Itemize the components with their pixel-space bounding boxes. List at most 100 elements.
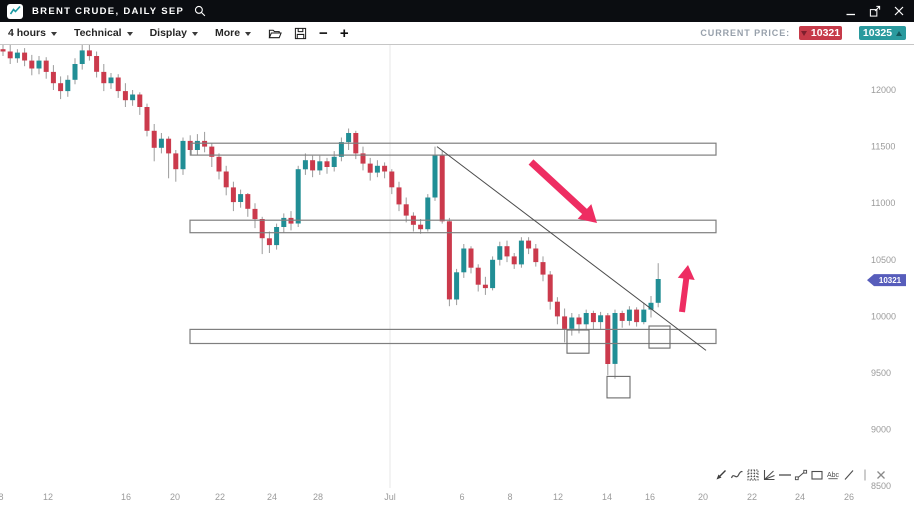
close-tool-icon[interactable] xyxy=(874,467,888,483)
close-button[interactable] xyxy=(894,6,904,16)
candle-body xyxy=(382,165,388,172)
technical-dropdown[interactable]: Technical xyxy=(74,27,133,39)
candle-body xyxy=(338,142,344,157)
candle-body xyxy=(490,259,496,289)
candle-body xyxy=(562,316,568,329)
date-axis-label: 24 xyxy=(267,492,277,502)
open-folder-icon[interactable] xyxy=(268,27,282,40)
candle-body xyxy=(475,267,481,285)
candle-body xyxy=(346,133,352,143)
candle-body xyxy=(367,163,373,173)
candle-body xyxy=(187,140,193,150)
candle-body xyxy=(360,153,366,164)
candle-body xyxy=(101,71,107,84)
trendline[interactable] xyxy=(436,146,707,351)
candle-body xyxy=(554,301,560,317)
candle-body xyxy=(151,130,157,148)
text-tool-icon[interactable]: Abc xyxy=(826,467,840,483)
price-axis-label: 12000 xyxy=(871,85,896,95)
candle-body xyxy=(166,138,172,154)
price-axis-label: 11500 xyxy=(871,142,895,152)
arrow-annotation[interactable] xyxy=(677,265,695,313)
arrow-up-icon xyxy=(896,30,903,36)
window-title: BRENT CRUDE, DAILY SEP xyxy=(32,5,185,17)
display-dropdown[interactable]: Display xyxy=(150,27,198,39)
rectangle-tool-icon[interactable] xyxy=(810,467,824,483)
candle-body xyxy=(86,50,92,57)
candle-body xyxy=(180,140,186,170)
candle-body xyxy=(634,309,640,323)
trendline-tool-icon[interactable] xyxy=(794,467,808,483)
candle-body xyxy=(79,50,85,64)
candle-body xyxy=(281,217,287,227)
price-axis-label: 8500 xyxy=(871,481,891,491)
date-axis-label: 14 xyxy=(602,492,612,502)
price-axis-label: 9500 xyxy=(871,368,891,378)
date-axis-label: 20 xyxy=(698,492,708,502)
candle-body xyxy=(94,56,100,72)
candle-body xyxy=(230,187,236,203)
candle-body xyxy=(14,52,20,59)
candle-body xyxy=(446,221,452,300)
candle-body xyxy=(302,160,308,170)
horizontal-line-tool-icon[interactable] xyxy=(778,467,792,483)
date-axis-label: 24 xyxy=(795,492,805,502)
candle-body xyxy=(497,246,503,260)
bid-price-value: 10321 xyxy=(810,27,841,39)
price-tag xyxy=(867,274,906,287)
svg-text:Abc: Abc xyxy=(827,472,840,479)
ask-price-value: 10325 xyxy=(862,27,893,39)
grid-tool-icon[interactable] xyxy=(746,467,760,483)
candle-body xyxy=(526,240,532,249)
candle-body xyxy=(137,94,143,107)
chart-plot[interactable]: 10321 12000 11500 11000 10500 10000 9500 9000 85… xyxy=(0,45,914,516)
date-axis-label: 12 xyxy=(553,492,563,502)
ask-price-badge: 10325 xyxy=(859,26,906,40)
more-dropdown[interactable]: More xyxy=(215,27,252,39)
price-axis-label: 11000 xyxy=(871,198,895,208)
candle-body xyxy=(122,91,128,101)
diagonal-line-tool-icon[interactable] xyxy=(842,467,856,483)
candle-body xyxy=(238,194,244,202)
popout-button[interactable] xyxy=(869,5,881,17)
candle-body xyxy=(223,171,229,188)
zone-rectangle[interactable] xyxy=(189,328,717,345)
candle-body xyxy=(511,256,517,265)
technical-dropdown-label: Technical xyxy=(73,27,122,39)
save-icon[interactable] xyxy=(294,27,307,40)
candle-body xyxy=(612,313,618,364)
zoom-in-button[interactable]: + xyxy=(339,24,349,42)
cursor-tool-icon[interactable] xyxy=(714,467,728,483)
candle-body xyxy=(331,156,337,167)
box-annotation[interactable] xyxy=(648,325,671,349)
zone-rectangle[interactable] xyxy=(190,142,717,156)
candle-body xyxy=(504,246,510,257)
freehand-tool-icon[interactable] xyxy=(730,467,744,483)
date-axis-label: 6 xyxy=(459,492,464,502)
title-bar: BRENT CRUDE, DAILY SEP xyxy=(0,0,914,22)
candle-body xyxy=(274,227,280,246)
chevron-down-icon xyxy=(50,31,57,36)
candle-body xyxy=(432,154,438,198)
candle-body xyxy=(547,274,553,302)
minimize-button[interactable] xyxy=(846,6,856,16)
box-annotation[interactable] xyxy=(606,375,631,399)
fan-lines-tool-icon[interactable] xyxy=(762,467,776,483)
candle-body xyxy=(374,165,380,173)
candle-body xyxy=(317,161,323,171)
box-annotation[interactable] xyxy=(566,329,590,354)
arrow-annotation[interactable] xyxy=(528,159,597,223)
candle-body xyxy=(648,302,654,310)
candle-body xyxy=(439,154,445,222)
candle-body xyxy=(173,153,179,170)
candle-body xyxy=(619,313,625,321)
zone-rectangle[interactable] xyxy=(189,219,717,234)
price-tag-value: 10321 xyxy=(879,276,902,285)
date-axis-label: 8 xyxy=(0,492,4,502)
zoom-out-button[interactable]: − xyxy=(319,24,328,42)
date-axis-label: 16 xyxy=(645,492,655,502)
timeframe-dropdown[interactable]: 4 hours xyxy=(8,27,57,39)
drawing-toolbar: Abc xyxy=(714,467,888,483)
candle-body xyxy=(468,248,474,268)
search-icon[interactable] xyxy=(194,5,206,17)
